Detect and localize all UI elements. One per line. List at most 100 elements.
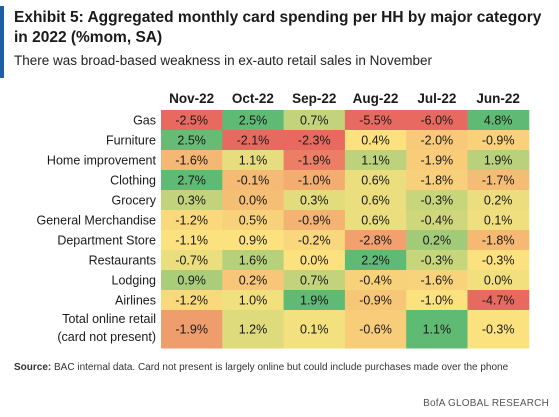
cell-value-furniture-nov-22: 2.5% (177, 134, 206, 148)
column-header-aug-22: Aug-22 (353, 91, 399, 106)
cell-value-department-store-jul-22: 0.2% (423, 234, 452, 248)
cell-value-home-improvement-nov-22: -1.6% (175, 154, 208, 168)
cell-value-home-improvement-aug-22: 1.1% (361, 154, 390, 168)
heat-cell-gas-aug-22 (344, 110, 407, 131)
heat-cell-total-online-retail-card-not-present-nov-22 (161, 310, 223, 349)
title-accent-bar (0, 6, 4, 78)
heat-cell-gas-nov-22 (161, 110, 223, 131)
row-label-furniture: Furniture (106, 134, 156, 148)
cell-value-gas-nov-22: -2.5% (175, 114, 208, 128)
cell-value-furniture-aug-22: 0.4% (361, 134, 390, 148)
cell-value-airlines-aug-22: -0.9% (359, 294, 392, 308)
cell-value-airlines-jun-22: -4.7% (482, 294, 515, 308)
heat-cell-home-improvement-aug-22 (344, 150, 407, 171)
cell-value-general-merchandise-aug-22: 0.6% (361, 214, 390, 228)
heat-cell-grocery-jun-22 (467, 190, 530, 211)
cell-value-general-merchandise-jun-22: 0.1% (484, 214, 513, 228)
heat-cell-restaurants-aug-22 (344, 250, 407, 271)
heat-cell-clothing-sep-22 (283, 170, 346, 191)
heat-cell-furniture-nov-22 (161, 130, 223, 151)
heat-cell-restaurants-jul-22 (406, 250, 468, 271)
cell-value-restaurants-jun-22: -0.3% (482, 254, 515, 268)
heat-cell-furniture-jun-22 (467, 130, 530, 151)
heat-cell-department-store-nov-22 (161, 230, 223, 251)
cell-value-airlines-oct-22: 1.0% (239, 294, 268, 308)
cell-value-restaurants-nov-22: -0.7% (175, 254, 208, 268)
cell-value-grocery-sep-22: 0.3% (300, 194, 329, 208)
cell-value-restaurants-oct-22: 1.6% (239, 254, 268, 268)
cell-value-lodging-sep-22: 0.7% (300, 274, 329, 288)
source-label: Source: (14, 362, 52, 373)
cell-value-airlines-nov-22: -1.2% (175, 294, 208, 308)
cell-value-furniture-sep-22: -2.3% (298, 134, 331, 148)
heat-cell-airlines-aug-22 (344, 290, 407, 311)
cell-value-general-merchandise-sep-22: -0.9% (298, 214, 331, 228)
cell-value-clothing-jun-22: -1.7% (482, 174, 515, 188)
cell-value-clothing-nov-22: 2.7% (177, 174, 206, 188)
heat-cell-restaurants-jun-22 (467, 250, 530, 271)
heat-cell-airlines-jun-22 (467, 290, 530, 311)
cell-value-lodging-nov-22: 0.9% (177, 274, 206, 288)
heat-cell-gas-oct-22 (222, 110, 285, 131)
cell-value-airlines-sep-22: 1.9% (300, 294, 329, 308)
cell-value-department-store-jun-22: -1.8% (482, 234, 515, 248)
cell-value-total-online-retail-card-not-present-jun-22: -0.3% (482, 323, 515, 337)
heat-cell-general-merchandise-nov-22 (161, 210, 223, 231)
heat-cell-general-merchandise-oct-22 (222, 210, 285, 231)
cell-value-gas-oct-22: 2.5% (239, 114, 268, 128)
cell-value-gas-aug-22: -5.5% (359, 114, 392, 128)
row-label-gas: Gas (133, 114, 156, 128)
heat-cell-gas-jun-22 (467, 110, 530, 131)
heat-cell-total-online-retail-card-not-present-sep-22 (283, 310, 346, 349)
heat-cell-home-improvement-oct-22 (222, 150, 285, 171)
cell-value-home-improvement-jun-22: 1.9% (484, 154, 513, 168)
heat-cell-restaurants-sep-22 (283, 250, 346, 271)
row-label-home-improvement: Home improvement (47, 154, 157, 168)
chart-subtitle: There was broad-based weakness in ex-aut… (14, 53, 432, 68)
cell-value-gas-sep-22: 0.7% (300, 114, 329, 128)
heat-cell-clothing-jul-22 (406, 170, 468, 191)
chart-title: Exhibit 5: Aggregated monthly card spend… (14, 9, 542, 46)
cell-value-lodging-oct-22: 0.2% (239, 274, 268, 288)
row-label-airlines: Airlines (115, 294, 156, 308)
cell-value-lodging-jul-22: -1.6% (421, 274, 454, 288)
cell-value-clothing-jul-22: -1.8% (421, 174, 454, 188)
heat-cell-lodging-nov-22 (161, 270, 223, 291)
cell-value-clothing-oct-22: -0.1% (237, 174, 270, 188)
heat-cell-department-store-aug-22 (344, 230, 407, 251)
cell-value-home-improvement-sep-22: -1.9% (298, 154, 331, 168)
cell-value-restaurants-jul-22: -0.3% (421, 254, 454, 268)
cell-value-grocery-jun-22: 0.2% (484, 194, 513, 208)
cell-value-department-store-aug-22: -2.8% (359, 234, 392, 248)
cell-value-total-online-retail-card-not-present-nov-22: -1.9% (175, 323, 208, 337)
cell-value-restaurants-sep-22: 0.0% (300, 254, 329, 268)
cell-value-gas-jun-22: 4.8% (484, 114, 513, 128)
heat-cell-restaurants-oct-22 (222, 250, 285, 271)
heat-cell-general-merchandise-sep-22 (283, 210, 346, 231)
heat-cell-grocery-jul-22 (406, 190, 468, 211)
cell-value-total-online-retail-card-not-present-jul-22: 1.1% (423, 323, 452, 337)
heat-cell-clothing-nov-22 (161, 170, 223, 191)
cell-value-total-online-retail-card-not-present-oct-22: 1.2% (239, 323, 268, 337)
heat-cell-grocery-aug-22 (344, 190, 407, 211)
heat-cell-total-online-retail-card-not-present-aug-22 (344, 310, 407, 349)
heat-cell-furniture-jul-22 (406, 130, 468, 151)
cell-value-total-online-retail-card-not-present-sep-22: 0.1% (300, 323, 329, 337)
cell-value-lodging-aug-22: -0.4% (359, 274, 392, 288)
heat-cell-home-improvement-jun-22 (467, 150, 530, 171)
heat-cell-airlines-nov-22 (161, 290, 223, 311)
heat-cell-grocery-nov-22 (161, 190, 223, 211)
heat-cell-home-improvement-nov-22 (161, 150, 223, 171)
cell-value-gas-jul-22: -6.0% (421, 114, 454, 128)
heat-cell-airlines-jul-22 (406, 290, 468, 311)
heat-cell-gas-sep-22 (283, 110, 346, 131)
heat-cell-department-store-jul-22 (406, 230, 468, 251)
row-label-grocery: Grocery (112, 194, 157, 208)
heat-cell-department-store-oct-22 (222, 230, 285, 251)
heat-cell-home-improvement-sep-22 (283, 150, 346, 171)
cell-value-grocery-nov-22: 0.3% (177, 194, 206, 208)
heat-cell-gas-jul-22 (406, 110, 468, 131)
cell-value-lodging-jun-22: 0.0% (484, 274, 513, 288)
heat-cell-total-online-retail-card-not-present-oct-22 (222, 310, 285, 349)
source-note: Source: BAC internal data. Card not pres… (14, 361, 534, 375)
